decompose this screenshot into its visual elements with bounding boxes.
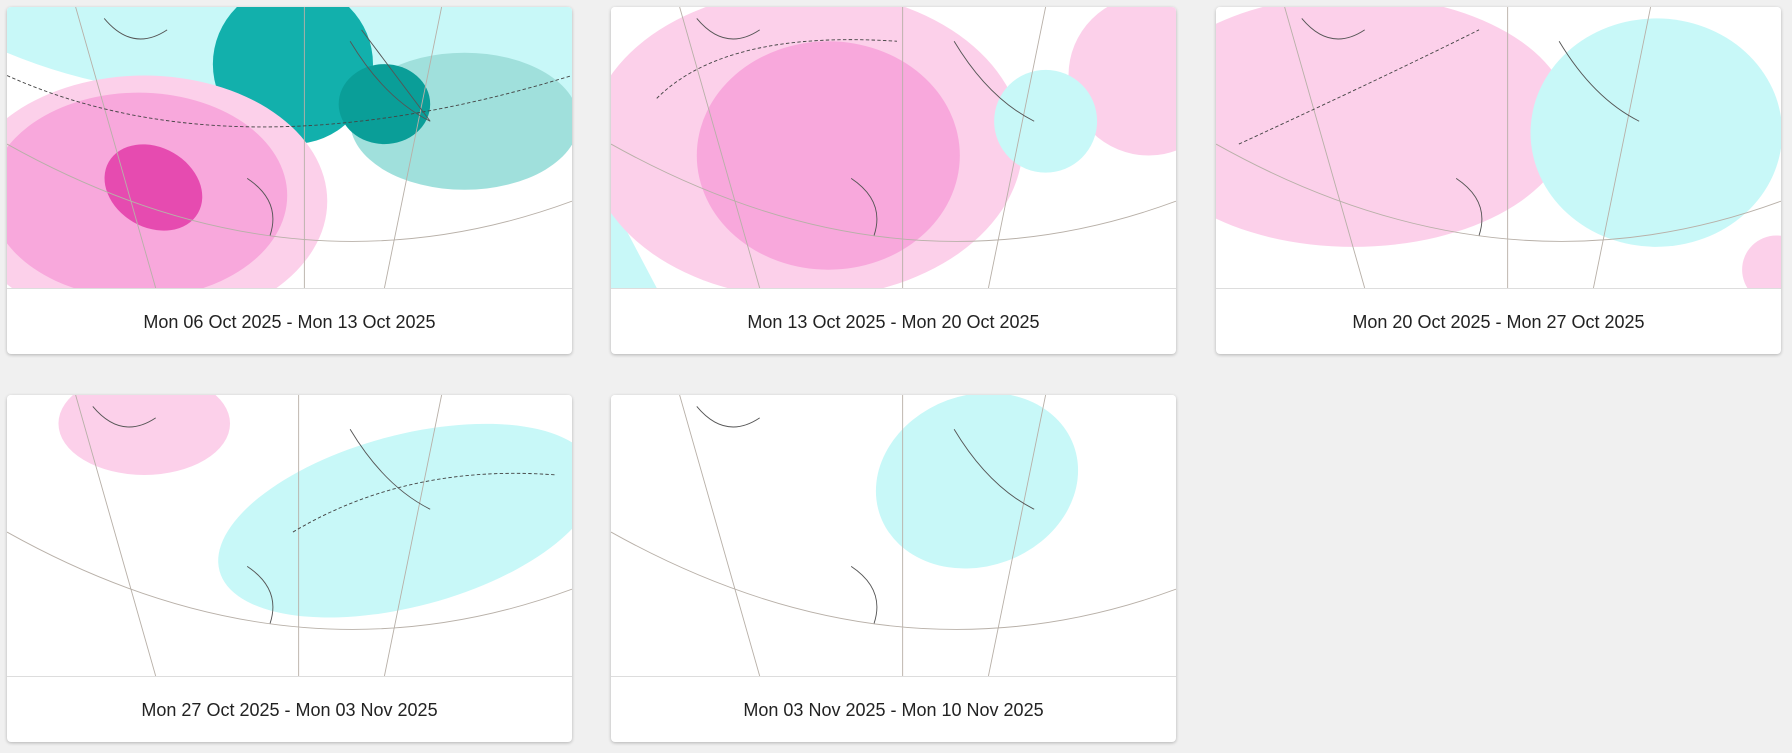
map (611, 7, 1176, 289)
map (611, 395, 1176, 677)
forecast-card[interactable]: Mon 13 Oct 2025 - Mon 20 Oct 2025 (611, 7, 1176, 354)
date-range: Mon 06 Oct 2025 - Mon 13 Oct 2025 (143, 312, 436, 332)
forecast-card[interactable]: Mon 20 Oct 2025 - Mon 27 Oct 2025 (1216, 7, 1781, 354)
date-range: Mon 03 Nov 2025 - Mon 10 Nov 2025 (743, 700, 1044, 720)
map (1216, 7, 1781, 289)
forecast-card[interactable]: Mon 27 Oct 2025 - Mon 03 Nov 2025 (7, 395, 572, 742)
forecast-card[interactable]: Mon 03 Nov 2025 - Mon 10 Nov 2025 (611, 395, 1176, 742)
date-range: Mon 13 Oct 2025 - Mon 20 Oct 2025 (747, 312, 1040, 332)
map (7, 7, 572, 289)
date-range: Mon 20 Oct 2025 - Mon 27 Oct 2025 (1352, 312, 1645, 332)
forecast-card[interactable]: Mon 06 Oct 2025 - Mon 13 Oct 2025 (7, 7, 572, 354)
date-range: Mon 27 Oct 2025 - Mon 03 Nov 2025 (141, 700, 438, 720)
map (7, 395, 572, 677)
